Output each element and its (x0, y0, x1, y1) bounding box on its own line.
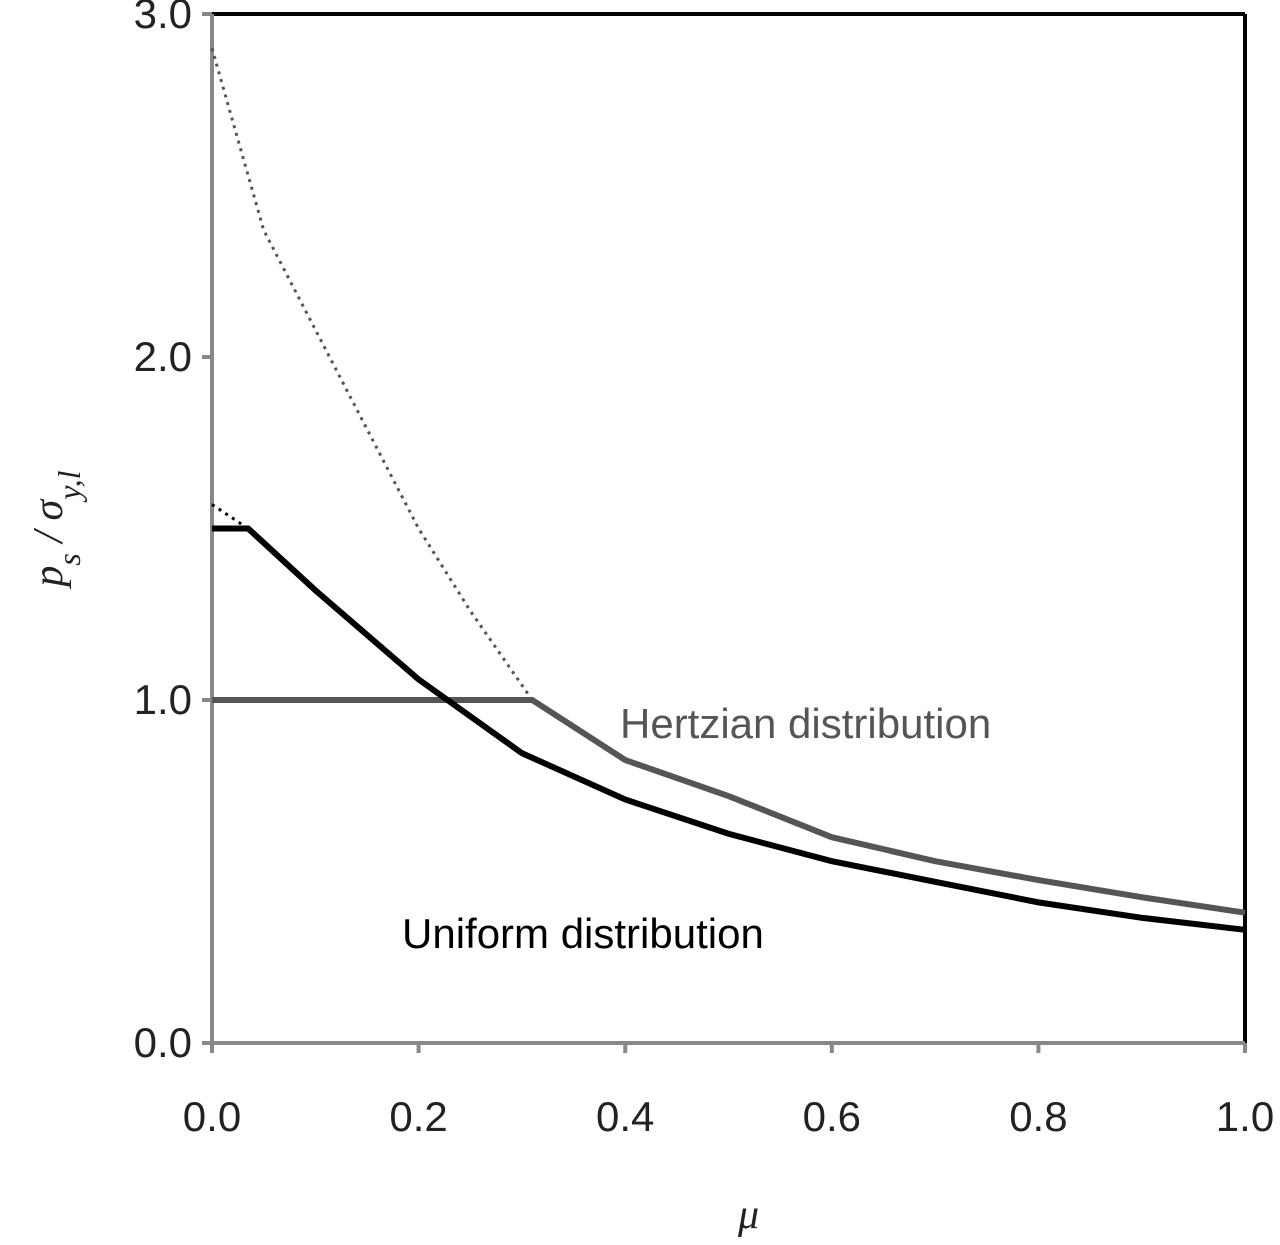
y-tick-label: 0.0 (134, 1019, 192, 1066)
line-series (212, 525, 1246, 933)
line-series (210, 47, 534, 701)
y-tick-label: 3.0 (134, 0, 192, 37)
x-tick-label: 0.0 (183, 1093, 241, 1140)
line-series (211, 503, 249, 530)
x-tick-label: 0.4 (596, 1093, 654, 1140)
x-tick-label: 0.6 (803, 1093, 861, 1140)
line-series (212, 697, 1246, 916)
y-axis-label-part: σ (26, 497, 72, 520)
x-tick-label: 1.0 (1216, 1093, 1274, 1140)
y-axis-label-part: p (26, 566, 72, 590)
x-tick-label: 0.8 (1009, 1093, 1067, 1140)
y-axis-label-part: y,l (51, 470, 87, 502)
series-annotation: Hertzian distribution (620, 700, 991, 747)
y-tick-label: 1.0 (134, 676, 192, 723)
y-axis-label: ps / σy,l (26, 470, 87, 589)
x-axis-label: μ (737, 1192, 759, 1238)
y-tick-label: 2.0 (134, 333, 192, 380)
y-axis-label-part: s (51, 553, 87, 565)
x-tick-label: 0.2 (389, 1093, 447, 1140)
series-annotation: Uniform distribution (402, 910, 764, 957)
y-axis-label-part: / (26, 520, 72, 553)
